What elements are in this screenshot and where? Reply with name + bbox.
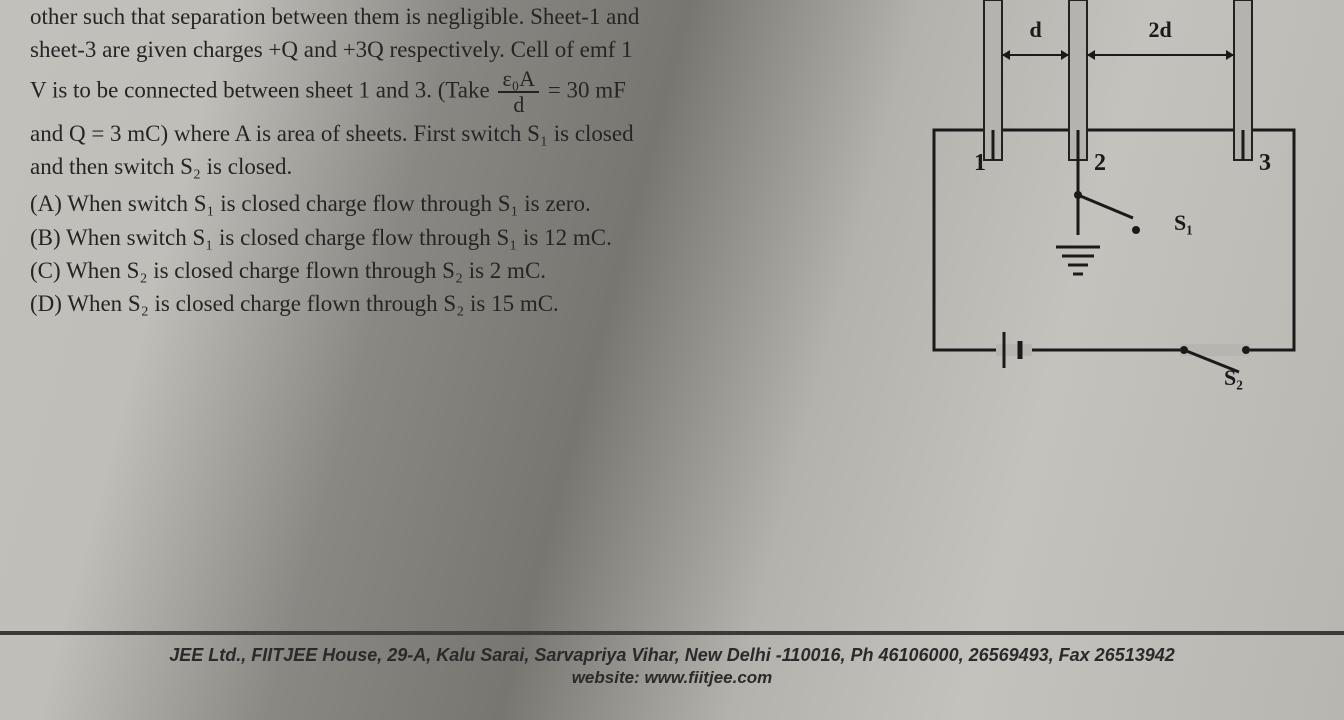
- q-line-5: and then switch S₂ is closed.: [30, 150, 810, 183]
- option-d: (D) When S₂ is closed charge flown throu…: [30, 287, 810, 320]
- q-line-2: sheet-3 are given charges +Q and +3Q res…: [30, 33, 810, 66]
- svg-text:2: 2: [1094, 150, 1106, 176]
- q-line-1: other such that separation between them …: [30, 0, 810, 33]
- svg-text:2d: 2d: [1149, 17, 1172, 42]
- q-line-4: and Q = 3 mC) where A is area of sheets.…: [30, 117, 810, 150]
- svg-text:d: d: [1030, 17, 1042, 42]
- svg-text:3: 3: [1259, 150, 1271, 176]
- footer-website: website: www.fiitjee.com: [0, 668, 1344, 688]
- fraction: ε₀A d: [495, 67, 542, 117]
- svg-text:S₁: S₁: [1174, 210, 1193, 235]
- option-b: (B) When switch S₁ is closed charge flow…: [30, 221, 810, 254]
- footer: JEE Ltd., FIITJEE House, 29-A, Kalu Sara…: [0, 631, 1344, 688]
- option-c: (C) When S₂ is closed charge flown throu…: [30, 254, 810, 287]
- page: other such that separation between them …: [0, 0, 1344, 720]
- q-line-3: V is to be connected between sheet 1 and…: [30, 67, 810, 117]
- svg-text:1: 1: [974, 150, 986, 176]
- circuit-diagram: 1 2 3 d 2d S₁ S₂: [914, 0, 1314, 400]
- footer-address: JEE Ltd., FIITJEE House, 29-A, Kalu Sara…: [169, 645, 1175, 665]
- option-a: (A) When switch S₁ is closed charge flow…: [30, 187, 810, 220]
- options-list: (A) When switch S₁ is closed charge flow…: [30, 187, 810, 320]
- svg-text:S₂: S₂: [1224, 365, 1243, 390]
- question-text: other such that separation between them …: [30, 0, 810, 321]
